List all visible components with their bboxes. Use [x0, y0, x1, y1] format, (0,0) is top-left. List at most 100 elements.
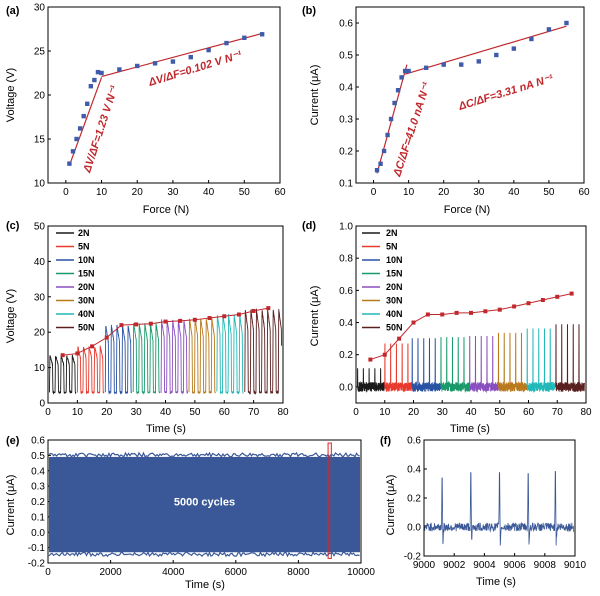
y-tick-label-d: 0.2 [339, 350, 353, 361]
signal-trace-c-20N [160, 319, 188, 395]
signal-trace-c-30N [188, 318, 216, 395]
xlabel-d: Time (s) [450, 423, 490, 435]
trend-point-d [411, 320, 416, 325]
data-point-a [117, 67, 122, 72]
ylabel-d: Current (μA) [309, 286, 321, 347]
data-point-a [74, 136, 79, 142]
x-tick-label-d: 50 [494, 407, 506, 418]
data-point-a [135, 63, 140, 69]
x-tick-label-d: 70 [552, 407, 564, 418]
trend-point-d [569, 291, 574, 296]
signal-trace-c-10N [104, 324, 132, 395]
legend-d-item-30N: 30N [386, 296, 403, 306]
x-tick-label-d: 60 [523, 407, 535, 418]
data-point-b [402, 68, 408, 74]
xlabel-b: Force (N) [444, 204, 490, 216]
trend-point-d [540, 298, 545, 303]
data-point-b [374, 168, 380, 173]
y-tick-label-f: 0.4 [407, 465, 421, 476]
data-point-a [95, 69, 101, 75]
x-tick-label-d: 10 [379, 407, 391, 418]
fit-line-b-2 [404, 25, 567, 75]
x-tick-label-f: 9008 [534, 560, 557, 571]
signal-trace-c-5N [76, 345, 105, 395]
panel-label-f: (f) [380, 435, 391, 447]
data-point-b [378, 161, 383, 166]
x-tick-label-a: 10 [96, 187, 108, 198]
signal-band-top-e [48, 451, 360, 459]
y-tick-label-d: 1.0 [339, 222, 353, 233]
fit-label-b-1: ΔC/ΔF=41.0 nA N⁻¹ [391, 81, 433, 179]
legend-c-item-15N: 15N [78, 269, 95, 279]
data-point-a [99, 70, 104, 76]
x-tick-label-a: 50 [239, 187, 251, 198]
y-tick-label-e: 0.0 [31, 528, 45, 539]
y-tick-label-f: -0.2 [404, 552, 422, 563]
panel-label-a: (a) [6, 5, 20, 17]
data-point-a [224, 40, 229, 46]
legend-d: 2N 5N 10N 15N 20N 30N 40N 50N [362, 228, 403, 333]
trend-point-c [266, 306, 271, 311]
data-point-b [388, 116, 394, 122]
y-tick-label-f: 0.6 [407, 436, 421, 447]
signal-trace-c-40N [216, 313, 244, 395]
trend-point-d [497, 307, 502, 312]
x-tick-label-c: 30 [131, 407, 143, 418]
data-point-b [511, 46, 517, 51]
legend-d-item-50N: 50N [386, 323, 403, 333]
data-point-a [70, 149, 76, 154]
y-tick-label-b: 0.6 [339, 19, 353, 30]
legend-d-item-10N: 10N [386, 255, 403, 265]
trend-point-c [222, 314, 227, 319]
x-tick-label-e: 2000 [99, 567, 122, 578]
x-tick-label-d: 20 [408, 407, 420, 418]
trend-point-d [397, 336, 402, 341]
data-point-b [381, 148, 387, 154]
ylabel-e: Current (μA) [5, 475, 17, 536]
data-point-a [206, 47, 211, 53]
y-tick-label-b: 0.2 [339, 147, 353, 158]
y-tick-label-d: 0.6 [339, 286, 353, 297]
x-tick-label-c: 10 [72, 407, 84, 418]
y-tick-label-f: 0.0 [407, 523, 421, 534]
xlabel-e: Time (s) [185, 579, 225, 591]
legend-c-item-10N: 10N [78, 255, 95, 265]
y-tick-label-a: 10 [34, 179, 46, 190]
x-tick-label-b: 60 [578, 187, 590, 198]
y-tick-label-b: 0.3 [339, 115, 353, 126]
y-tick-label-e: 0.3 [31, 482, 45, 493]
legend-d-item-2N: 2N [386, 228, 398, 238]
x-tick-label-c: 20 [101, 407, 113, 418]
x-tick-label-b: 40 [508, 187, 520, 198]
data-point-a [67, 161, 72, 166]
x-tick-label-a: 0 [63, 187, 69, 198]
legend-c-item-20N: 20N [78, 282, 95, 292]
signal-band-bottom-e [48, 551, 360, 558]
trend-point-d [512, 304, 517, 309]
signal-trace-d-2N [356, 368, 386, 393]
ylabel-c: Voltage (V) [5, 289, 17, 343]
y-tick-label-e: -0.2 [28, 559, 46, 570]
signal-trace-c-2N [49, 354, 77, 395]
data-point-b [564, 20, 569, 26]
y-tick-label-c: 0 [39, 399, 45, 410]
x-tick-label-c: 40 [160, 407, 172, 418]
legend-d-item-20N: 20N [386, 282, 403, 292]
x-tick-label-a: 60 [274, 187, 286, 198]
trend-point-c [90, 344, 95, 349]
data-point-b [392, 100, 397, 106]
y-tick-label-a: 20 [34, 91, 46, 102]
data-point-a [85, 101, 90, 106]
trend-point-c [60, 353, 65, 358]
data-point-b [385, 132, 390, 138]
panel-label-c: (c) [6, 220, 20, 232]
signal-trace-d-30N [497, 332, 528, 393]
x-tick-label-b: 10 [403, 187, 415, 198]
y-tick-label-c: 20 [34, 328, 46, 339]
x-tick-label-a: 40 [203, 187, 215, 198]
data-point-a [88, 84, 94, 89]
y-tick-label-c: 50 [34, 222, 46, 233]
x-tick-label-f: 9004 [473, 560, 496, 571]
trend-point-c [251, 308, 256, 313]
trend-point-c [207, 316, 212, 321]
